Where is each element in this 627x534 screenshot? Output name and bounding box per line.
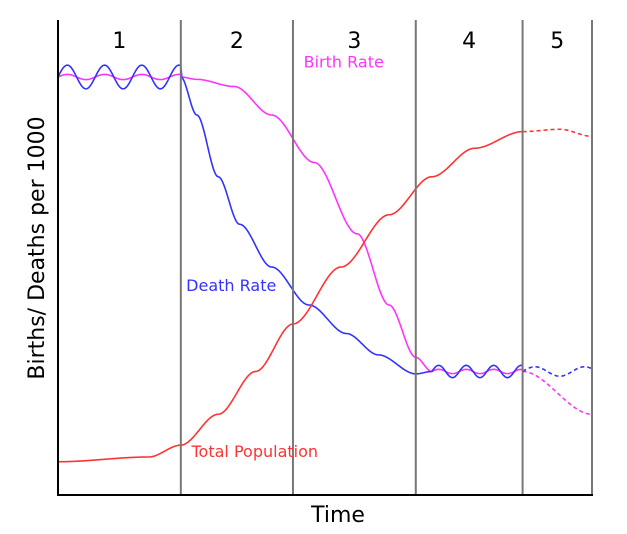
total-population-line [58,130,523,463]
stage-dividers [179,20,593,495]
stage-label-5: 5 [550,29,564,54]
birth-rate-projection-line [522,370,593,416]
death-rate-label: Death Rate [186,276,276,295]
stage-label-1: 1 [112,29,126,54]
total-population-label: Total Population [191,442,319,461]
stage-label-4: 4 [462,29,476,54]
stage-labels: 1 2 3 4 5 [112,29,564,54]
death-rate-projection-line [522,365,593,378]
total-population-projection-line [522,128,593,138]
series-labels: Birth Rate Death Rate Total Population [186,53,384,462]
x-axis-label: Time [310,503,365,528]
lines-layer [57,64,593,463]
stage-label-2: 2 [230,29,244,54]
stage-label-3: 3 [347,29,361,54]
y-axis-label: Births/ Deaths per 1000 [25,116,50,379]
death-rate-line [57,64,523,379]
birth-rate-label: Birth Rate [304,53,384,72]
birth-rate-line [57,73,523,375]
